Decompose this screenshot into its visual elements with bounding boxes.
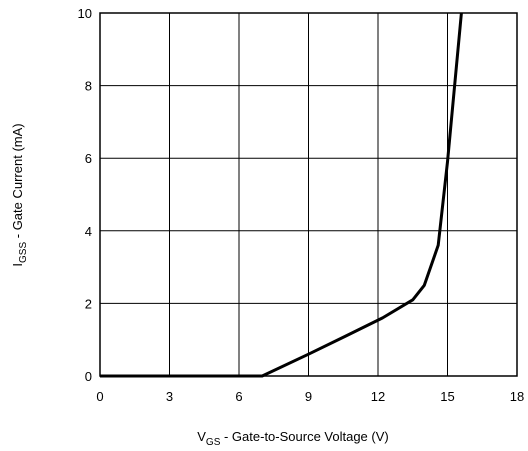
- grid: [100, 13, 517, 376]
- y-tick-label: 2: [85, 296, 92, 311]
- y-tick-label: 4: [85, 224, 92, 239]
- y-axis-title-subscript: GSS: [18, 242, 29, 263]
- x-tick-label: 6: [235, 389, 242, 404]
- x-tick-label: 15: [440, 389, 454, 404]
- y-tick-label: 0: [85, 369, 92, 384]
- y-tick-label: 10: [78, 6, 92, 21]
- x-axis-title: VGS - Gate-to-Source Voltage (V): [197, 429, 388, 448]
- x-axis-title-symbol: V: [197, 429, 206, 444]
- x-tick-label: 0: [96, 389, 103, 404]
- y-tick-label: 6: [85, 151, 92, 166]
- y-tick-label: 8: [85, 79, 92, 94]
- y-tick-labels: 0 2 4 6 8 10: [78, 6, 92, 384]
- y-axis-title-symbol: I: [10, 263, 25, 267]
- x-tick-label: 9: [305, 389, 312, 404]
- x-tick-label: 12: [371, 389, 385, 404]
- x-tick-labels: 0 3 6 9 12 15 18: [96, 389, 524, 404]
- x-tick-label: 18: [510, 389, 524, 404]
- series-line: [100, 12, 463, 378]
- y-axis-title-text: - Gate Current (mA): [10, 123, 25, 241]
- plot-frame: [99, 12, 518, 377]
- x-tick-label: 3: [166, 389, 173, 404]
- x-axis-title-subscript: GS: [206, 437, 221, 448]
- y-axis-title: IGSS - Gate Current (mA): [10, 123, 29, 266]
- x-axis-title-text: - Gate-to-Source Voltage (V): [220, 429, 388, 444]
